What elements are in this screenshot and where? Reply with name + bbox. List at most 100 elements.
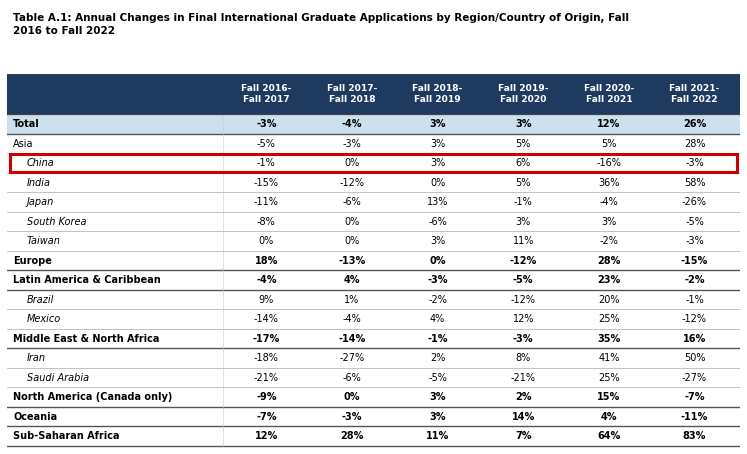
- Text: Fall 2020-
Fall 2021: Fall 2020- Fall 2021: [583, 84, 634, 104]
- Text: 0%: 0%: [344, 158, 359, 168]
- Text: -4%: -4%: [343, 314, 362, 324]
- Text: -14%: -14%: [254, 314, 279, 324]
- Text: -3%: -3%: [513, 334, 533, 344]
- Text: -1%: -1%: [257, 158, 276, 168]
- Text: -3%: -3%: [256, 119, 276, 129]
- Text: -11%: -11%: [254, 197, 279, 207]
- Text: Europe: Europe: [13, 256, 52, 266]
- Text: Sub-Saharan Africa: Sub-Saharan Africa: [13, 431, 120, 441]
- Text: 3%: 3%: [430, 119, 446, 129]
- Text: 36%: 36%: [598, 178, 619, 188]
- Text: -6%: -6%: [428, 217, 447, 227]
- Text: -15%: -15%: [681, 256, 708, 266]
- Text: Iran: Iran: [26, 353, 46, 363]
- Text: Oceania: Oceania: [13, 412, 58, 422]
- Text: South Korea: South Korea: [26, 217, 86, 227]
- Text: China: China: [26, 158, 55, 168]
- Text: Mexico: Mexico: [26, 314, 61, 324]
- Bar: [7, 407, 740, 426]
- Text: -12%: -12%: [511, 295, 536, 305]
- Text: 18%: 18%: [255, 256, 278, 266]
- Text: 1%: 1%: [344, 295, 359, 305]
- Text: 0%: 0%: [344, 392, 360, 402]
- Text: 50%: 50%: [684, 353, 705, 363]
- Bar: [10, 154, 737, 172]
- Text: 2%: 2%: [515, 392, 531, 402]
- Bar: [7, 74, 740, 114]
- Text: -1%: -1%: [427, 334, 447, 344]
- Text: 5%: 5%: [515, 138, 531, 148]
- Text: -12%: -12%: [682, 314, 707, 324]
- Text: 35%: 35%: [598, 334, 621, 344]
- Text: Latin America & Caribbean: Latin America & Caribbean: [13, 275, 161, 285]
- Text: -18%: -18%: [254, 353, 279, 363]
- Text: 7%: 7%: [515, 431, 531, 441]
- Text: -7%: -7%: [684, 392, 704, 402]
- Text: 0%: 0%: [430, 178, 445, 188]
- Bar: [7, 310, 740, 329]
- Text: -4%: -4%: [256, 275, 276, 285]
- Text: -3%: -3%: [685, 158, 704, 168]
- Text: 28%: 28%: [340, 431, 364, 441]
- Text: 3%: 3%: [515, 119, 531, 129]
- Text: -3%: -3%: [343, 138, 362, 148]
- Text: Total: Total: [13, 119, 40, 129]
- Text: -27%: -27%: [339, 353, 365, 363]
- Text: -6%: -6%: [343, 197, 362, 207]
- Text: -16%: -16%: [596, 158, 622, 168]
- Text: 0%: 0%: [344, 236, 359, 246]
- Text: -2%: -2%: [684, 275, 704, 285]
- Text: 6%: 6%: [515, 158, 531, 168]
- Text: 11%: 11%: [426, 431, 449, 441]
- Text: -5%: -5%: [428, 373, 447, 383]
- Text: 4%: 4%: [344, 275, 360, 285]
- Text: India: India: [26, 178, 51, 188]
- Text: 23%: 23%: [598, 275, 621, 285]
- Bar: [7, 153, 740, 173]
- Text: 28%: 28%: [597, 256, 621, 266]
- Text: 64%: 64%: [598, 431, 621, 441]
- Text: Fall 2019-
Fall 2020: Fall 2019- Fall 2020: [498, 84, 548, 104]
- Text: -27%: -27%: [682, 373, 707, 383]
- Text: 9%: 9%: [258, 295, 274, 305]
- Text: 0%: 0%: [430, 256, 446, 266]
- Text: 26%: 26%: [683, 119, 706, 129]
- Bar: [7, 192, 740, 212]
- Text: -21%: -21%: [254, 373, 279, 383]
- Text: -13%: -13%: [338, 256, 365, 266]
- Text: -5%: -5%: [685, 217, 704, 227]
- Bar: [7, 290, 740, 310]
- Text: 8%: 8%: [515, 353, 531, 363]
- Bar: [7, 114, 740, 134]
- Text: 3%: 3%: [430, 236, 445, 246]
- Text: Fall 2017-
Fall 2018: Fall 2017- Fall 2018: [326, 84, 377, 104]
- Text: 12%: 12%: [598, 119, 621, 129]
- Text: -4%: -4%: [341, 119, 362, 129]
- Text: Table A.1: Annual Changes in Final International Graduate Applications by Region: Table A.1: Annual Changes in Final Inter…: [13, 14, 629, 36]
- Text: -5%: -5%: [257, 138, 276, 148]
- Text: -26%: -26%: [682, 197, 707, 207]
- Text: 11%: 11%: [512, 236, 534, 246]
- Text: 3%: 3%: [430, 138, 445, 148]
- Text: -3%: -3%: [685, 236, 704, 246]
- Text: 14%: 14%: [512, 412, 535, 422]
- Text: 13%: 13%: [427, 197, 448, 207]
- Bar: [7, 426, 740, 446]
- Text: -2%: -2%: [428, 295, 447, 305]
- Text: 41%: 41%: [598, 353, 619, 363]
- Text: -3%: -3%: [341, 412, 362, 422]
- Text: -14%: -14%: [338, 334, 365, 344]
- Text: -1%: -1%: [514, 197, 533, 207]
- Text: -17%: -17%: [252, 334, 280, 344]
- Bar: [7, 387, 740, 407]
- Text: Fall 2016-
Fall 2017: Fall 2016- Fall 2017: [241, 84, 291, 104]
- Text: 58%: 58%: [684, 178, 705, 188]
- Text: -11%: -11%: [681, 412, 708, 422]
- Text: -8%: -8%: [257, 217, 276, 227]
- Text: -15%: -15%: [254, 178, 279, 188]
- Text: -5%: -5%: [513, 275, 533, 285]
- Text: 2%: 2%: [430, 353, 445, 363]
- Bar: [7, 212, 740, 232]
- Bar: [7, 232, 740, 251]
- Text: -6%: -6%: [343, 373, 362, 383]
